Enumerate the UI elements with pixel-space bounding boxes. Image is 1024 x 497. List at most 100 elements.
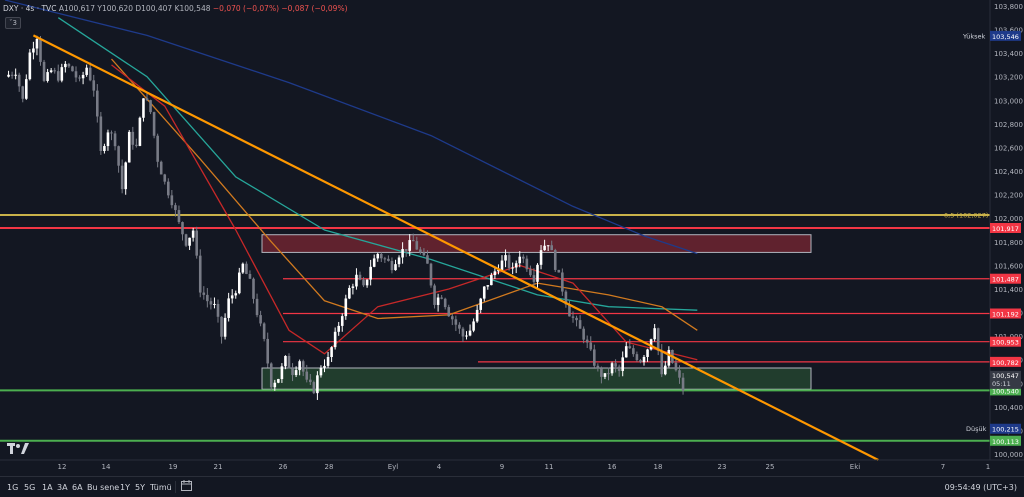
high-price-tag	[990, 30, 1021, 41]
candle-body	[394, 264, 397, 271]
y-tick-label: 103,000	[994, 97, 1023, 105]
candle-body	[642, 356, 646, 363]
x-tick-label: 7	[941, 463, 945, 471]
change-value-2: −0,087 (−0,09%)	[281, 4, 348, 13]
range-5d-button[interactable]: 5G	[24, 483, 36, 492]
range-1y-button[interactable]: 1Y	[120, 483, 130, 492]
candle-body	[291, 368, 294, 376]
candle-body	[198, 255, 202, 293]
moving-average-line	[4, 0, 698, 255]
candle-body	[138, 117, 142, 146]
x-tick-label: 9	[500, 463, 504, 471]
x-tick-label: 25	[766, 463, 775, 471]
candle-body	[575, 317, 578, 321]
candle-body	[539, 250, 543, 265]
candle-body	[181, 222, 184, 235]
range-1m-button[interactable]: 1A	[42, 483, 53, 492]
candle-body	[159, 161, 163, 175]
candle-body	[614, 363, 617, 367]
x-tick-label: 14	[102, 463, 111, 471]
calendar-icon[interactable]	[181, 480, 192, 491]
candle-body	[49, 70, 53, 73]
candle-body	[632, 348, 635, 355]
candle-body	[656, 328, 660, 351]
tradingview-logo-icon[interactable]	[7, 440, 29, 459]
y-tick-label: 103,600	[994, 26, 1023, 34]
clock-timezone[interactable]: 09:54:49 (UTC+3)	[944, 483, 1017, 492]
candle-body	[465, 335, 468, 337]
candle-body	[490, 275, 493, 286]
candle-body	[550, 245, 553, 251]
y-tick-label: 103,800	[994, 3, 1023, 11]
candle-body	[135, 144, 138, 146]
candle-body	[475, 309, 479, 322]
moving-average-line	[111, 58, 698, 331]
candle-body	[319, 367, 323, 376]
indicator-collapse-button[interactable]: ˇ3	[5, 17, 21, 29]
y-tick-label: 103,200	[994, 74, 1023, 82]
y-tick-label: 100,000	[994, 451, 1023, 459]
candle-body	[518, 256, 522, 264]
price-chart[interactable]: 103,800 103,600 103,400 103,200 103,000 102,8…	[0, 0, 1024, 476]
range-1d-button[interactable]: 1G	[7, 483, 19, 492]
candle-body	[404, 249, 408, 251]
candle-body	[174, 205, 177, 211]
candle-body	[71, 66, 74, 72]
candle-body	[227, 298, 230, 318]
range-all-button[interactable]: Tümü	[150, 483, 172, 492]
candle-body	[14, 74, 17, 76]
level-price-tag	[990, 435, 1021, 446]
candle-body	[170, 195, 174, 206]
x-tick-label: 18	[654, 463, 663, 471]
candle-body	[273, 382, 277, 388]
chart-header: DXY · 4s · TVC A100,617 Y100,620 D100,40…	[3, 4, 348, 13]
candle-body	[546, 245, 550, 247]
candle-body	[436, 297, 440, 305]
candle-body	[238, 272, 241, 294]
candle-body	[397, 257, 401, 265]
x-tick-label: 16	[608, 463, 617, 471]
candle-body	[337, 325, 340, 332]
symbol-label[interactable]: DXY · 4s · TVC	[3, 4, 57, 13]
candle-body	[433, 285, 436, 305]
tv-logo-shape	[7, 443, 29, 454]
candle-body	[426, 255, 429, 264]
last-price-tag	[990, 370, 1021, 389]
candle-body	[401, 249, 404, 258]
candle-body	[596, 365, 600, 369]
candle-body	[326, 357, 330, 366]
candle-body	[380, 253, 383, 259]
low-label: Düşük	[966, 425, 987, 433]
candle-body	[127, 131, 131, 163]
candle-body	[142, 98, 145, 118]
candle-body	[362, 279, 365, 286]
candle-body	[610, 363, 614, 374]
candle-body	[454, 319, 458, 325]
candle-body	[25, 79, 28, 99]
candle-body	[387, 258, 390, 261]
candle-body	[103, 146, 106, 151]
support-zone	[261, 367, 812, 390]
level-price-tag	[990, 336, 1021, 347]
candle-body	[67, 63, 71, 67]
toolbar-divider	[175, 481, 176, 493]
range-6m-button[interactable]: 6A	[72, 483, 83, 492]
candle-body	[561, 272, 564, 292]
y-tick-label: 102,200	[994, 192, 1023, 200]
candle-body	[35, 38, 39, 49]
low-price-tag	[990, 423, 1021, 434]
candle-body	[333, 331, 337, 348]
low-price-text: 100,215	[992, 426, 1019, 434]
range-5y-button[interactable]: 5Y	[135, 483, 145, 492]
range-ytd-button[interactable]: Bu sene	[87, 483, 120, 492]
candle-body	[514, 263, 518, 268]
fib-level-dot	[983, 213, 987, 217]
candle-body	[585, 339, 589, 343]
moving-average-line	[111, 64, 698, 361]
candle-body	[32, 48, 35, 53]
candle-body	[149, 100, 152, 113]
candle-body	[383, 258, 387, 260]
range-3m-button[interactable]: 3A	[57, 483, 68, 492]
candle-body	[323, 365, 326, 368]
chevron-down-icon: ˇ	[9, 19, 13, 27]
